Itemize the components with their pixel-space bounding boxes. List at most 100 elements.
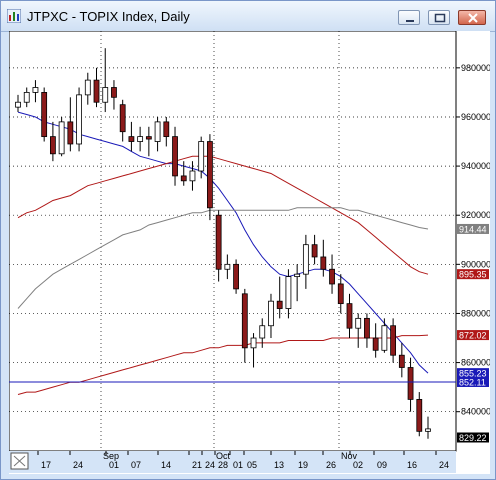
x-tick-label: 17 — [41, 460, 51, 470]
candle-body — [58, 121, 65, 155]
candle — [285, 269, 292, 319]
x-tick-label: 01 — [233, 460, 243, 470]
ma-line-3 — [17, 334, 429, 395]
candle — [102, 48, 109, 113]
x-tick-label: 14 — [161, 460, 171, 470]
candle-body — [128, 136, 135, 142]
x-tick-label: 24 — [439, 460, 449, 470]
candle — [294, 264, 301, 302]
x-tick-label: 28 — [218, 460, 228, 470]
window-title: JTPXC - TOPIX Index, Daily — [27, 9, 190, 24]
y-axis: 980000 960000 940000 920000 900000 880000 8600… — [456, 63, 490, 417]
app-icon — [6, 8, 22, 24]
candle-body — [154, 121, 161, 142]
x-tick-label: 13 — [274, 460, 284, 470]
close-button[interactable] — [458, 10, 486, 25]
candle-body — [268, 300, 274, 327]
candle-body — [285, 276, 292, 309]
x-tick-label: 19 — [298, 460, 308, 470]
minimize-icon — [406, 20, 414, 22]
y-tick-label: 860000 — [461, 358, 490, 368]
candle — [215, 210, 222, 282]
candle-body — [259, 325, 266, 339]
candle-body — [41, 92, 48, 138]
candle-body — [381, 325, 388, 351]
minimize-button[interactable] — [398, 10, 420, 25]
candle-body — [180, 175, 187, 182]
candle — [198, 136, 205, 179]
candle-body — [320, 256, 327, 270]
y-tick-label: 940000 — [461, 161, 490, 171]
candle — [163, 116, 170, 147]
y-tick-label: 880000 — [461, 308, 490, 318]
candle-body — [241, 293, 248, 349]
candle-body — [337, 283, 344, 305]
price-tag-label: 855.23 — [459, 369, 487, 379]
title-bar[interactable]: JTPXC - TOPIX Index, Daily — [1, 1, 495, 32]
candle-body — [224, 263, 231, 270]
scroll-toggle[interactable] — [10, 452, 29, 470]
x-tick-label: 02 — [353, 460, 363, 470]
price-chart[interactable]: 980000 960000 940000 920000 900000 880000 8600… — [9, 31, 490, 474]
price-tag-label: 829.22 — [459, 433, 487, 443]
candle-body — [32, 87, 39, 93]
grid-lines — [9, 31, 456, 451]
candle — [145, 126, 152, 157]
y-tick-label: 920000 — [461, 210, 490, 220]
candle — [67, 97, 74, 152]
candle — [93, 67, 100, 108]
candle — [346, 293, 353, 339]
price-tag-box — [457, 376, 489, 387]
candle — [250, 333, 257, 368]
candle — [241, 288, 248, 363]
candle — [355, 313, 362, 348]
x-tick-label: 24 — [205, 460, 215, 470]
candle — [15, 94, 21, 113]
price-tag-box — [457, 269, 489, 280]
candle-body — [425, 428, 431, 432]
moving-averages — [17, 111, 429, 395]
ma-line-1 — [17, 155, 429, 275]
candle-body — [102, 87, 109, 103]
price-tag: 855.23 — [457, 368, 489, 379]
ma-line-0 — [17, 111, 429, 374]
plot-area[interactable]: 980000 960000 940000 920000 900000 880000 8600… — [9, 31, 490, 474]
price-tag: 852.11 — [457, 376, 489, 387]
candle-body — [233, 263, 239, 290]
candle-body — [250, 337, 257, 349]
y-tick-label: 980000 — [461, 63, 490, 73]
candle-body — [163, 121, 170, 138]
candle-body — [372, 337, 379, 351]
x-axis-band — [9, 451, 456, 473]
candle-body — [302, 244, 309, 275]
candle — [372, 323, 379, 358]
candle-body — [207, 141, 213, 209]
close-icon — [468, 13, 478, 23]
candle-body — [294, 273, 301, 278]
candle — [137, 126, 144, 152]
maximize-button[interactable] — [428, 10, 450, 25]
candle — [32, 80, 39, 103]
price-tag-box — [457, 330, 489, 341]
candle — [84, 72, 91, 105]
candle — [23, 87, 30, 108]
candle — [390, 318, 397, 363]
candle — [329, 254, 335, 294]
candle-body — [407, 367, 414, 400]
candle — [76, 87, 82, 152]
candle — [398, 342, 405, 378]
candle-body — [23, 92, 30, 103]
y-tick-label: 960000 — [461, 112, 490, 122]
price-tag-label: 914.44 — [459, 224, 487, 234]
candle-body — [93, 79, 100, 103]
candle — [276, 276, 283, 319]
candle-body — [15, 101, 21, 108]
price-tag-box — [457, 368, 489, 379]
price-tag: 895.35 — [457, 269, 489, 280]
x-tick-label: 21 — [192, 460, 202, 470]
candle — [425, 416, 431, 439]
candle-body — [364, 317, 370, 339]
